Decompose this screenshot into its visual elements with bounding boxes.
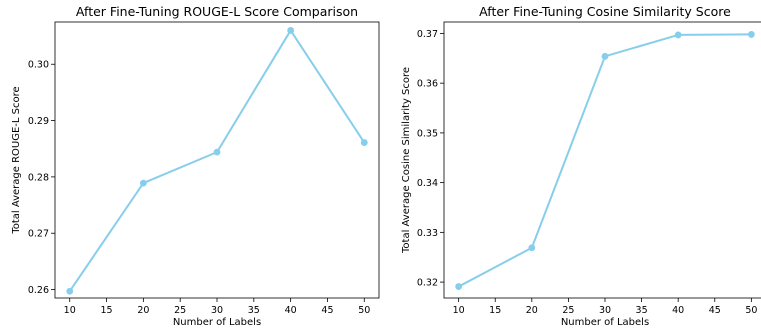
x-tick-label: 50 <box>358 305 370 316</box>
data-point <box>66 287 74 295</box>
y-tick-label: 0.28 <box>28 172 49 183</box>
series-line <box>458 33 752 288</box>
x-tick-label: 20 <box>526 305 538 316</box>
x-tick-label: 35 <box>248 305 260 316</box>
x-tick-label: 10 <box>64 305 76 316</box>
x-axis-label: Number of Labels <box>173 317 261 328</box>
chart-title: After Fine-Tuning Cosine Similarity Scor… <box>479 4 731 19</box>
data-point <box>674 31 682 39</box>
axis-ticks: 10 15 20 25 30 35 40 45 50 0.26 0.27 0.28 0.29 0.30 <box>28 60 370 316</box>
x-tick-label: 45 <box>709 305 721 316</box>
x-tick-label: 25 <box>562 305 574 316</box>
plot-area <box>443 21 761 299</box>
y-tick-label: 0.35 <box>417 128 438 139</box>
data-point <box>747 31 755 38</box>
y-tick-label: 0.36 <box>417 79 438 90</box>
data-point <box>528 244 536 252</box>
data-point <box>601 52 609 60</box>
rouge-l-chart: After Fine-Tuning ROUGE-L Score Comparis… <box>11 4 380 328</box>
series-line <box>68 29 366 292</box>
data-point <box>287 27 295 34</box>
x-tick-label: 40 <box>672 305 684 316</box>
y-tick-label: 0.33 <box>417 228 438 239</box>
cosine-similarity-chart: After Fine-Tuning Cosine Similarity Scor… <box>401 4 761 328</box>
data-point <box>360 139 368 146</box>
data-point <box>213 148 221 156</box>
x-tick-label: 20 <box>137 305 149 316</box>
x-tick-label: 15 <box>489 305 501 316</box>
x-tick-label: 15 <box>100 305 112 316</box>
x-tick-label: 50 <box>745 305 757 316</box>
x-tick-label: 30 <box>599 305 611 316</box>
x-tick-label: 45 <box>321 305 333 316</box>
y-tick-label: 0.26 <box>28 285 49 296</box>
y-tick-label: 0.34 <box>417 178 438 189</box>
series-marks <box>66 27 368 295</box>
chart-title: After Fine-Tuning ROUGE-L Score Comparis… <box>76 4 358 19</box>
x-tick-label: 35 <box>636 305 648 316</box>
x-axis-label: Number of Labels <box>561 317 649 328</box>
x-tick-label: 30 <box>211 305 223 316</box>
y-tick-label: 0.29 <box>28 116 49 127</box>
y-axis-label: Total Average ROUGE-L Score <box>11 86 22 234</box>
y-tick-label: 0.27 <box>28 229 49 240</box>
plot-area <box>54 21 380 299</box>
y-tick-label: 0.32 <box>417 278 438 289</box>
y-axis-label: Total Average Cosine Similarity Score <box>401 67 412 254</box>
data-point <box>455 283 463 290</box>
axis-ticks: 10 15 20 25 30 35 40 45 50 0.32 0.33 0.34 0.35 0.36 0.… <box>417 29 758 316</box>
x-tick-label: 40 <box>285 305 297 316</box>
y-tick-label: 0.30 <box>28 60 49 71</box>
series-marks <box>455 31 755 290</box>
y-tick-label: 0.37 <box>417 29 438 40</box>
x-tick-label: 25 <box>174 305 186 316</box>
x-tick-label: 10 <box>453 305 465 316</box>
data-point <box>139 179 147 187</box>
